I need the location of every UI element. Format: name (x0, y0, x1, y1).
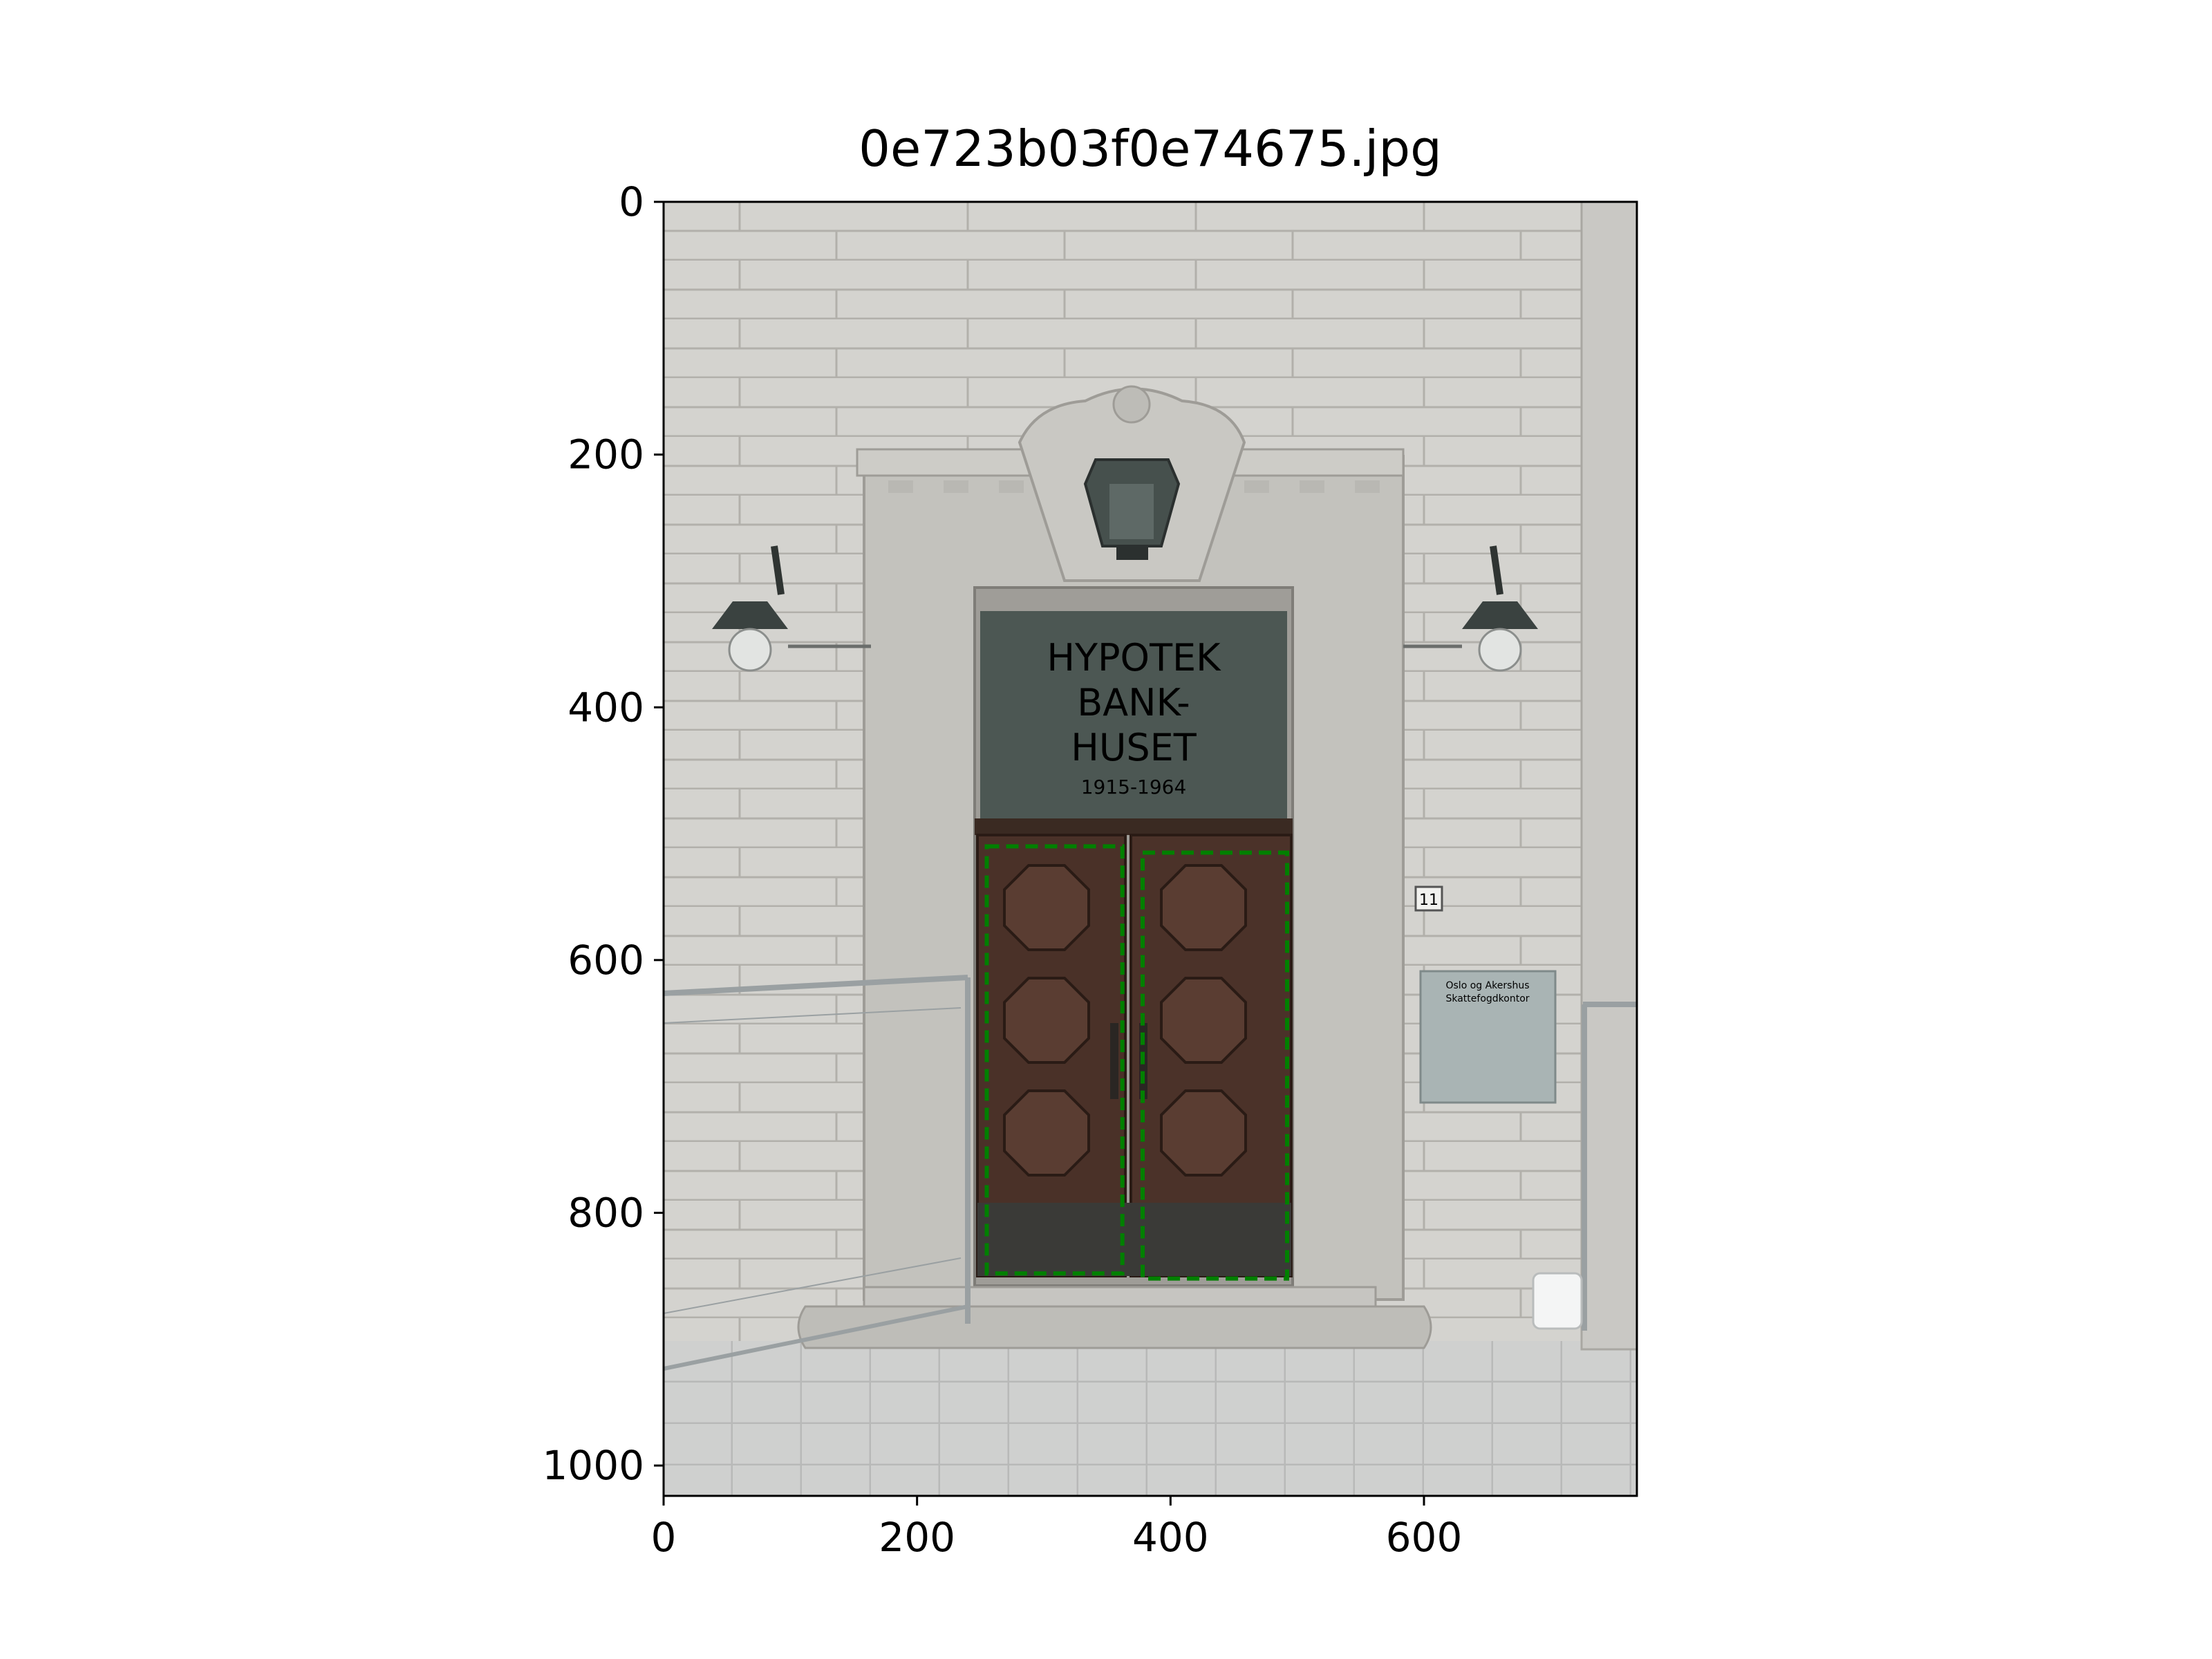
x-tick-label: 200 (879, 1514, 955, 1561)
entrance-steps (797, 1286, 1432, 1349)
door-bounding-box (1141, 850, 1289, 1281)
x-tick-label: 600 (1386, 1514, 1463, 1561)
y-tick-label: 400 (568, 684, 644, 731)
door-annotations (984, 844, 1289, 1281)
cornice-dentils (888, 480, 1380, 493)
center-lantern (1083, 458, 1181, 560)
y-tick-label: 600 (568, 937, 644, 984)
right-wall-lamp (1403, 545, 1538, 672)
right-pillar (1580, 202, 1637, 1351)
svg-text:BANK-: BANK- (1077, 681, 1190, 724)
white-canister (1532, 1272, 1583, 1330)
y-tick-label: 1000 (542, 1442, 644, 1489)
y-tick-label: 200 (568, 431, 644, 478)
left-wall-lamp (712, 545, 871, 672)
svg-text:HUSET: HUSET (1071, 726, 1197, 769)
office-plaque: Oslo og Akershus Skattefogdkontor (1419, 970, 1557, 1104)
door-kickplate (977, 1203, 1291, 1276)
pavement (664, 1341, 1637, 1496)
y-tick-label: 800 (568, 1190, 644, 1237)
door-frame (975, 818, 1293, 835)
door-carved-panels (1003, 864, 1247, 1177)
transom-panel (980, 611, 1287, 818)
svg-text:11: 11 (1419, 892, 1438, 909)
x-tick-label: 400 (1132, 1514, 1209, 1561)
transom-engraving: HYPOTEK BANK- HUSET 1915-1964 (1047, 636, 1221, 798)
svg-text:1915-1964: 1915-1964 (1081, 776, 1187, 798)
plot-frame (662, 200, 1638, 1497)
ornament-rosette (1112, 385, 1151, 424)
svg-text:Skattefogdkontor: Skattefogdkontor (1445, 993, 1529, 1004)
svg-text:Oslo og Akershus: Oslo og Akershus (1445, 980, 1529, 991)
x-axis: 0 200 400 600 (651, 1496, 1463, 1561)
door-bounding-box (984, 844, 1125, 1276)
right-construction-fence (1582, 1002, 1637, 1331)
y-axis: 0 200 400 600 800 1000 (542, 178, 664, 1489)
figure-title: 0e723b03f0e74675.jpg (859, 120, 1442, 178)
left-construction-fence (664, 975, 971, 1371)
house-number-sign: 11 (1414, 885, 1443, 912)
svg-text:HYPOTEK: HYPOTEK (1047, 636, 1221, 679)
x-tick-label: 0 (651, 1514, 677, 1561)
y-tick-label: 0 (619, 178, 644, 225)
photo: HYPOTEK BANK- HUSET 1915-1964 (664, 202, 1637, 1496)
